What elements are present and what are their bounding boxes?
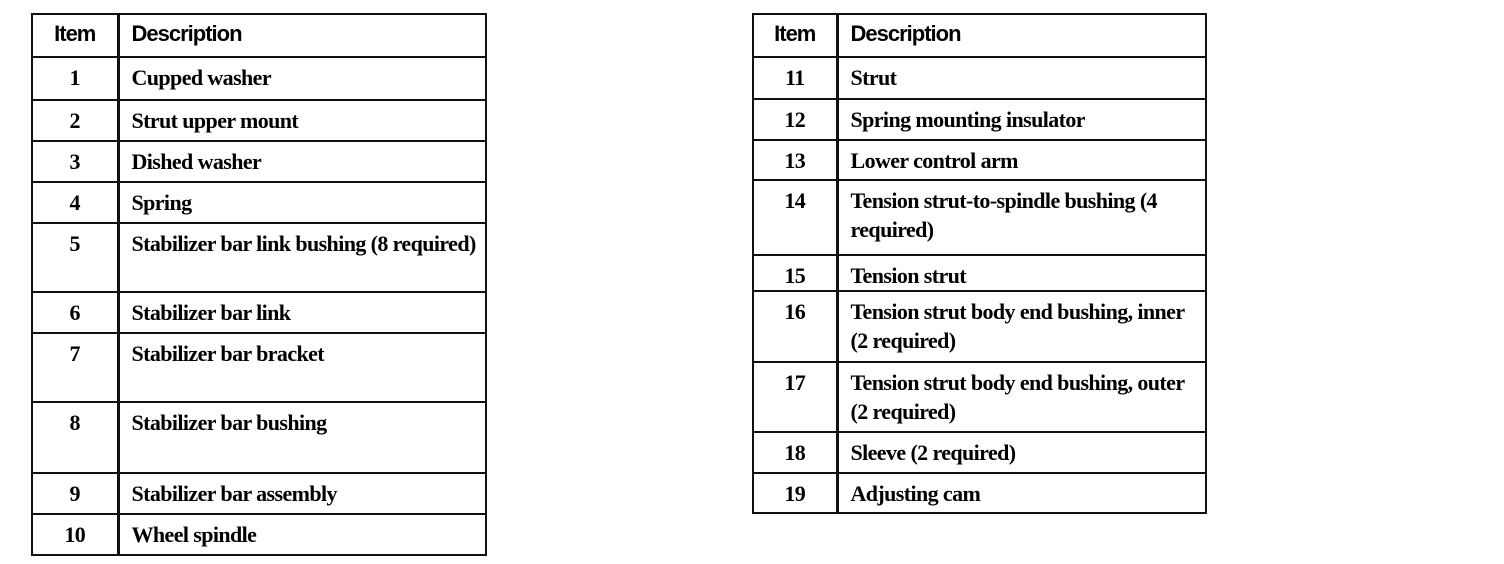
table-row: 4 Spring: [31, 181, 487, 224]
header-item: Item: [752, 13, 838, 58]
item-number: 10: [31, 513, 119, 556]
item-number: 17: [752, 361, 838, 433]
table-row: 16 Tension strut body end bushing, inner …: [752, 290, 1207, 363]
item-description: Adjusting cam: [835, 472, 1207, 514]
item-number: 5: [31, 222, 119, 293]
item-description: Tension strut body end bushing, outer (2…: [835, 361, 1207, 433]
table-row: 14 Tension strut-to-spindle bushing (4 re…: [752, 179, 1207, 256]
table-row: 15 Tension strut: [752, 254, 1207, 292]
item-number: 3: [31, 140, 119, 183]
item-description: Stabilizer bar assembly: [116, 472, 487, 515]
table-row: 12 Spring mounting insulator: [752, 98, 1207, 141]
item-description: Tension strut body end bushing, inner (2…: [835, 290, 1207, 363]
item-number: 2: [31, 99, 119, 142]
item-description: Stabilizer bar link: [116, 291, 487, 334]
parts-table-left: Item Description 1 Cupped washer 2 Strut up…: [31, 13, 487, 556]
item-description: Stabilizer bar bracket: [116, 332, 487, 403]
header-description: Description: [835, 13, 1207, 58]
item-description: Sleeve (2 required): [835, 431, 1207, 474]
item-number: 7: [31, 332, 119, 403]
item-number: 4: [31, 181, 119, 224]
table-row: 3 Dished washer: [31, 140, 487, 183]
header-row: Item Description: [31, 13, 487, 58]
item-number: 13: [752, 139, 838, 181]
item-description: Spring: [116, 181, 487, 224]
header-description: Description: [116, 13, 487, 58]
item-description: Strut upper mount: [116, 99, 487, 142]
item-number: 14: [752, 179, 838, 256]
item-description: Stabilizer bar bushing: [116, 401, 487, 474]
table-row: 17 Tension strut body end bushing, outer …: [752, 361, 1207, 433]
table-row: 19 Adjusting cam: [752, 472, 1207, 514]
item-number: 1: [31, 56, 119, 101]
item-number: 15: [752, 254, 838, 292]
parts-table-right: Item Description 11 Strut 12 Spring mountin…: [752, 13, 1207, 514]
table-row: 2 Strut upper mount: [31, 99, 487, 142]
table-row: 5 Stabilizer bar link bushing (8 required…: [31, 222, 487, 293]
item-number: 18: [752, 431, 838, 474]
table-row: 11 Strut: [752, 56, 1207, 100]
item-description: Wheel spindle: [116, 513, 487, 556]
table-row: 6 Stabilizer bar link: [31, 291, 487, 334]
item-number: 19: [752, 472, 838, 514]
item-number: 6: [31, 291, 119, 334]
item-description: Spring mounting insulator: [835, 98, 1207, 141]
item-description: Tension strut: [835, 254, 1207, 292]
table-row: 18 Sleeve (2 required): [752, 431, 1207, 474]
item-number: 16: [752, 290, 838, 363]
item-description: Lower control arm: [835, 139, 1207, 181]
table-row: 1 Cupped washer: [31, 56, 487, 101]
item-number: 9: [31, 472, 119, 515]
header-item: Item: [31, 13, 119, 58]
header-row: Item Description: [752, 13, 1207, 58]
item-number: 8: [31, 401, 119, 474]
table-row: 7 Stabilizer bar bracket: [31, 332, 487, 403]
table-row: 10 Wheel spindle: [31, 513, 487, 556]
item-description: Cupped washer: [116, 56, 487, 101]
item-number: 12: [752, 98, 838, 141]
item-description: Stabilizer bar link bushing (8 required): [116, 222, 487, 293]
table-row: 8 Stabilizer bar bushing: [31, 401, 487, 474]
item-number: 11: [752, 56, 838, 100]
table-row: 9 Stabilizer bar assembly: [31, 472, 487, 515]
item-description: Tension strut-to-spindle bushing (4 requ…: [835, 179, 1207, 256]
table-row: 13 Lower control arm: [752, 139, 1207, 181]
item-description: Strut: [835, 56, 1207, 100]
item-description: Dished washer: [116, 140, 487, 183]
